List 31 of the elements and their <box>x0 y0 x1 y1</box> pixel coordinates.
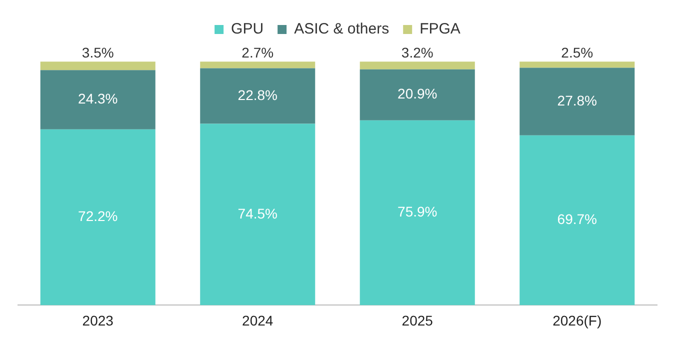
data-label: 3.2% <box>401 44 434 60</box>
bar <box>40 129 156 306</box>
bar <box>200 68 316 124</box>
bar <box>520 62 635 68</box>
data-label: 69.7% <box>557 211 597 228</box>
bar <box>360 120 475 306</box>
data-label: 74.5% <box>238 205 278 222</box>
legend-label: GPU <box>231 20 264 38</box>
data-label: 20.9% <box>398 86 438 102</box>
x-tick-label: 2023 <box>82 312 114 328</box>
x-tick-label: 2026(F) <box>552 312 602 328</box>
data-label: 27.8% <box>557 92 597 108</box>
data-label: 3.5% <box>82 44 114 60</box>
legend-label: ASIC & others <box>294 20 390 38</box>
bar <box>40 62 156 70</box>
data-label: 2.5% <box>561 44 594 60</box>
data-label: 24.3% <box>78 90 118 107</box>
bar <box>520 68 635 136</box>
bar <box>520 135 635 306</box>
bar <box>40 70 156 130</box>
x-tick-label: 2024 <box>242 312 274 328</box>
data-label: 72.2% <box>78 208 118 224</box>
x-tick-label: 2025 <box>402 312 434 328</box>
data-label: 2.7% <box>242 44 274 60</box>
bar <box>360 69 475 120</box>
legend-label: FPGA <box>420 20 460 38</box>
data-label: 75.9% <box>398 204 438 220</box>
bar <box>200 124 316 306</box>
bar <box>360 62 475 70</box>
bar <box>200 62 316 68</box>
data-label: 22.8% <box>238 86 278 103</box>
